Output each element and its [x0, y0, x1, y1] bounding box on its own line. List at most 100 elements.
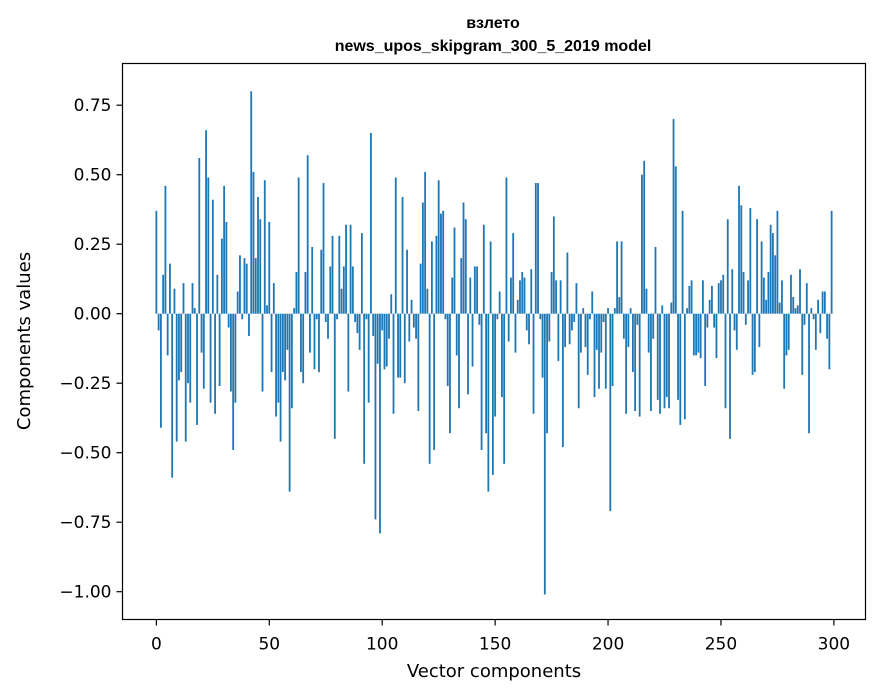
bar [331, 235, 334, 314]
bar [688, 285, 691, 314]
chart-subtitle: news_upos_skipgram_300_5_2019 model [335, 38, 652, 55]
bar [300, 313, 302, 373]
bar [449, 313, 451, 434]
bar [207, 177, 210, 314]
y-tick-label: 0.00 [74, 305, 112, 325]
bar [618, 297, 621, 314]
bar [250, 91, 253, 314]
bar [762, 277, 765, 314]
bar [446, 313, 449, 386]
bar [525, 313, 528, 331]
bar [704, 313, 707, 386]
bar [783, 313, 786, 389]
bar [561, 313, 564, 448]
bar [338, 235, 341, 314]
bar [487, 313, 490, 492]
bar [157, 313, 160, 331]
bar [284, 313, 287, 381]
bar [679, 313, 682, 425]
bar [318, 313, 320, 373]
bar [550, 272, 553, 314]
bar [202, 313, 205, 389]
bar [347, 313, 350, 392]
bar [598, 313, 600, 389]
bar [580, 313, 582, 353]
bar [823, 291, 826, 314]
bar [482, 224, 485, 314]
bar [729, 313, 731, 439]
x-tick-label: 150 [479, 635, 511, 655]
bar [699, 313, 702, 359]
bar [801, 313, 804, 375]
bar [708, 299, 711, 314]
bar [239, 255, 241, 314]
bar [236, 291, 239, 314]
bar [539, 313, 542, 320]
bar [541, 313, 544, 378]
bar [778, 302, 781, 314]
bar [464, 219, 467, 314]
bar [631, 313, 634, 373]
bar [198, 158, 201, 314]
bar [749, 208, 752, 314]
bar [787, 313, 790, 350]
bar [582, 308, 585, 314]
bar [609, 313, 612, 512]
bar [756, 219, 759, 314]
bar [254, 258, 257, 314]
bar [218, 313, 221, 386]
bar [345, 224, 347, 314]
bar [627, 313, 630, 348]
bar [462, 202, 465, 314]
bar [711, 285, 713, 314]
bar [444, 313, 447, 320]
bar [315, 313, 318, 320]
bar [193, 308, 196, 314]
bar [383, 313, 386, 370]
bar [706, 313, 709, 328]
bar [211, 199, 214, 314]
bar [803, 313, 806, 325]
bar [437, 180, 440, 314]
bar [611, 313, 614, 386]
y-tick-label: 0.25 [74, 235, 112, 255]
bar [410, 299, 413, 314]
bar [394, 177, 397, 314]
bar [713, 313, 716, 328]
bar [363, 313, 366, 464]
bar [537, 183, 539, 314]
bar [358, 313, 361, 350]
bar [593, 313, 596, 398]
bar [388, 313, 390, 339]
bar [722, 274, 725, 314]
bar [415, 313, 417, 339]
plot-frame [121, 62, 867, 621]
x-tick-label: 300 [818, 635, 850, 655]
bar [189, 313, 192, 403]
bar [523, 277, 526, 314]
bar [683, 313, 686, 420]
bar [496, 313, 499, 320]
bar [552, 216, 555, 314]
y-axis: −1.00 −0.75 −0.50 −0.25 0.00 0.25 0.50 0.75 [59, 96, 123, 603]
bar [625, 313, 628, 414]
bar [532, 313, 535, 414]
bar [674, 166, 677, 314]
bar [830, 210, 833, 314]
bar [442, 210, 445, 314]
bar [243, 258, 246, 314]
bar [460, 258, 463, 314]
bar [426, 288, 429, 314]
bar [701, 280, 704, 314]
bar [494, 313, 497, 417]
bar [695, 313, 698, 356]
bar [672, 119, 675, 314]
bar [320, 249, 323, 314]
bar [774, 255, 777, 314]
bar [629, 308, 632, 314]
bar [367, 313, 370, 403]
bar [577, 313, 580, 409]
bar [765, 299, 768, 314]
x-tick-label: 0 [151, 635, 162, 655]
x-tick-label: 250 [705, 635, 737, 655]
